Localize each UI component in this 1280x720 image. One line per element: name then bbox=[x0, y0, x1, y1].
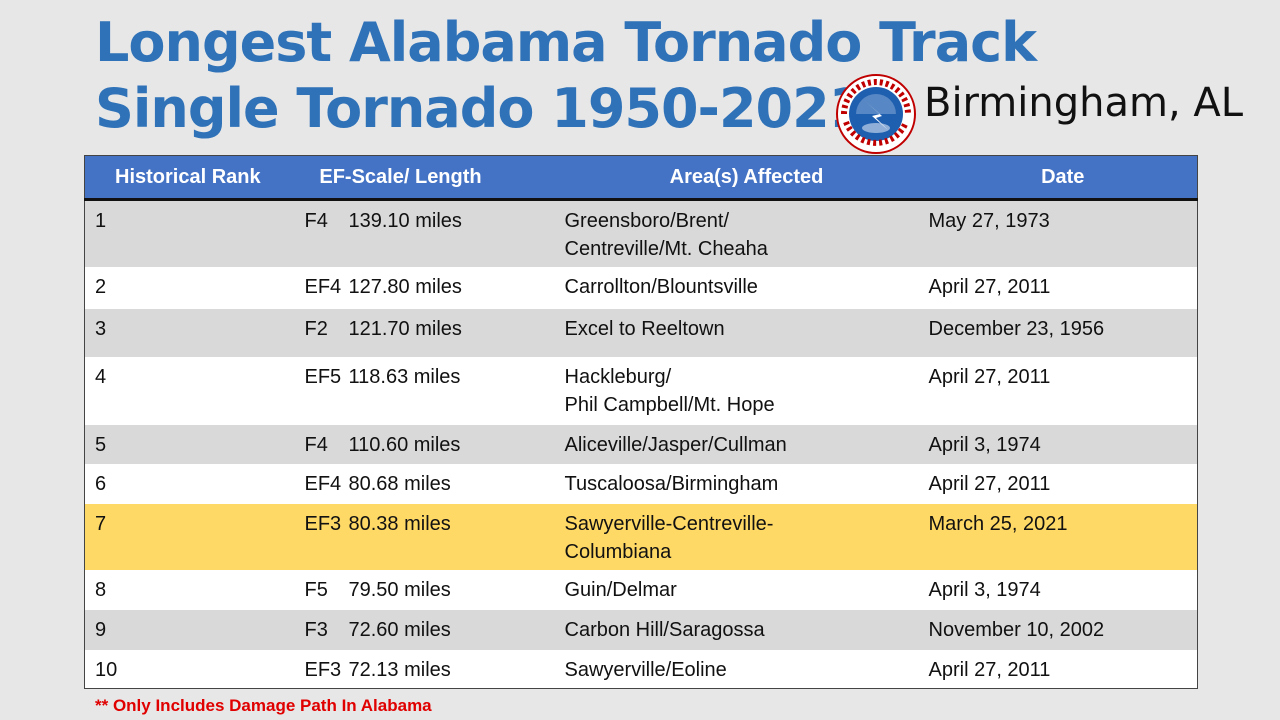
tornado-table: Historical Rank EF-Scale/ Length Area(s)… bbox=[84, 155, 1198, 689]
table-row: 1 F4 139.10 miles Greensboro/Brent/Centr… bbox=[84, 199, 1198, 267]
cell-rank: 6 bbox=[95, 473, 107, 495]
cell-date: April 3, 1974 bbox=[928, 579, 1041, 601]
table-row: 4 EF5 118.63 miles Hackleburg/Phil Campb… bbox=[84, 357, 1198, 425]
cell-rank: 5 bbox=[95, 434, 107, 456]
cell-length: 80.38 miles bbox=[348, 513, 451, 535]
table-row: 3 F2 121.70 miles Excel to Reeltown Dece… bbox=[84, 309, 1198, 357]
table-row: 10 EF3 72.13 miles Sawyerville/Eoline Ap… bbox=[84, 650, 1198, 689]
cell-length: 118.63 miles bbox=[348, 366, 461, 388]
header-ef-scale-length: EF-Scale/ Length bbox=[319, 165, 482, 188]
cell-date: April 27, 2011 bbox=[928, 276, 1051, 298]
header-historical-rank: Historical Rank bbox=[115, 165, 261, 188]
cell-areas: Tuscaloosa/Birmingham bbox=[564, 473, 779, 495]
cell-areas: Carrollton/Blountsville bbox=[564, 276, 758, 298]
cell-areas: Greensboro/Brent/Centreville/Mt. Cheaha bbox=[564, 210, 768, 260]
cell-ef-scale: EF5 bbox=[304, 366, 342, 388]
title-line-2: Single Tornado 1950-2021 bbox=[95, 77, 866, 140]
cell-ef-scale: EF3 bbox=[304, 513, 342, 535]
title-line-1: Longest Alabama Tornado Track bbox=[95, 11, 1037, 74]
cell-ef-scale: F3 bbox=[304, 619, 328, 641]
cell-ef-scale: EF4 bbox=[304, 276, 342, 298]
cell-rank: 10 bbox=[95, 659, 118, 681]
cell-ef-scale: EF3 bbox=[304, 659, 342, 681]
cell-areas: Carbon Hill/Saragossa bbox=[564, 619, 765, 641]
cell-length: 127.80 miles bbox=[348, 276, 462, 298]
table-row: 8 F5 79.50 miles Guin/Delmar April 3, 19… bbox=[84, 570, 1198, 610]
cell-areas: Hackleburg/Phil Campbell/Mt. Hope bbox=[564, 366, 775, 416]
cell-date: May 27, 1973 bbox=[928, 210, 1050, 232]
table-header-row: Historical Rank EF-Scale/ Length Area(s)… bbox=[84, 155, 1198, 200]
table-row-highlighted: 7 EF3 80.38 miles Sawyerville-Centrevill… bbox=[84, 504, 1198, 570]
cell-length: 110.60 miles bbox=[348, 434, 461, 456]
cell-areas: Sawyerville/Eoline bbox=[564, 659, 727, 681]
cell-date: April 3, 1974 bbox=[928, 434, 1041, 456]
cell-length: 139.10 miles bbox=[348, 210, 462, 232]
cell-date: April 27, 2011 bbox=[928, 366, 1051, 388]
office-name: Birmingham, AL bbox=[924, 80, 1244, 126]
cell-date: November 10, 2002 bbox=[928, 619, 1105, 641]
cell-length: 72.60 miles bbox=[348, 619, 451, 641]
cell-rank: 3 bbox=[95, 318, 107, 340]
cell-date: April 27, 2011 bbox=[928, 659, 1051, 681]
cell-length: 72.13 miles bbox=[348, 659, 451, 681]
cell-areas: Sawyerville-Centreville- Columbiana bbox=[564, 513, 774, 563]
page-title: Longest Alabama Tornado Track Single Tor… bbox=[95, 10, 1037, 142]
table-row: 2 EF4 127.80 miles Carrollton/Blountsvil… bbox=[84, 267, 1198, 309]
cell-rank: 1 bbox=[95, 210, 107, 232]
cell-ef-scale: F2 bbox=[304, 318, 328, 340]
cell-areas: Excel to Reeltown bbox=[564, 318, 725, 340]
cell-date: March 25, 2021 bbox=[928, 513, 1068, 535]
header-date: Date bbox=[1041, 165, 1085, 188]
cell-ef-scale: F5 bbox=[304, 579, 328, 601]
cell-rank: 2 bbox=[95, 276, 107, 298]
table-row: 5 F4 110.60 miles Aliceville/Jasper/Cull… bbox=[84, 425, 1198, 464]
cell-ef-scale: F4 bbox=[304, 434, 328, 456]
cell-length: 121.70 miles bbox=[348, 318, 462, 340]
cell-length: 79.50 miles bbox=[348, 579, 451, 601]
cell-date: December 23, 1956 bbox=[928, 318, 1105, 340]
cell-rank: 9 bbox=[95, 619, 107, 641]
table-row: 6 EF4 80.68 miles Tuscaloosa/Birmingham … bbox=[84, 464, 1198, 504]
cell-ef-scale: F4 bbox=[304, 210, 328, 232]
cell-rank: 4 bbox=[95, 366, 107, 388]
cell-rank: 7 bbox=[95, 513, 107, 535]
cell-rank: 8 bbox=[95, 579, 107, 601]
footnote: ** Only Includes Damage Path In Alabama bbox=[95, 696, 432, 715]
nws-logo-icon bbox=[836, 74, 916, 154]
cell-date: April 27, 2011 bbox=[928, 473, 1051, 495]
cell-length: 80.68 miles bbox=[348, 473, 451, 495]
header-areas-affected: Area(s) Affected bbox=[669, 165, 824, 188]
cell-areas: Guin/Delmar bbox=[564, 579, 677, 601]
cell-ef-scale: EF4 bbox=[304, 473, 342, 495]
table-row: 9 F3 72.60 miles Carbon Hill/Saragossa N… bbox=[84, 610, 1198, 650]
cell-areas: Aliceville/Jasper/Cullman bbox=[564, 434, 787, 456]
